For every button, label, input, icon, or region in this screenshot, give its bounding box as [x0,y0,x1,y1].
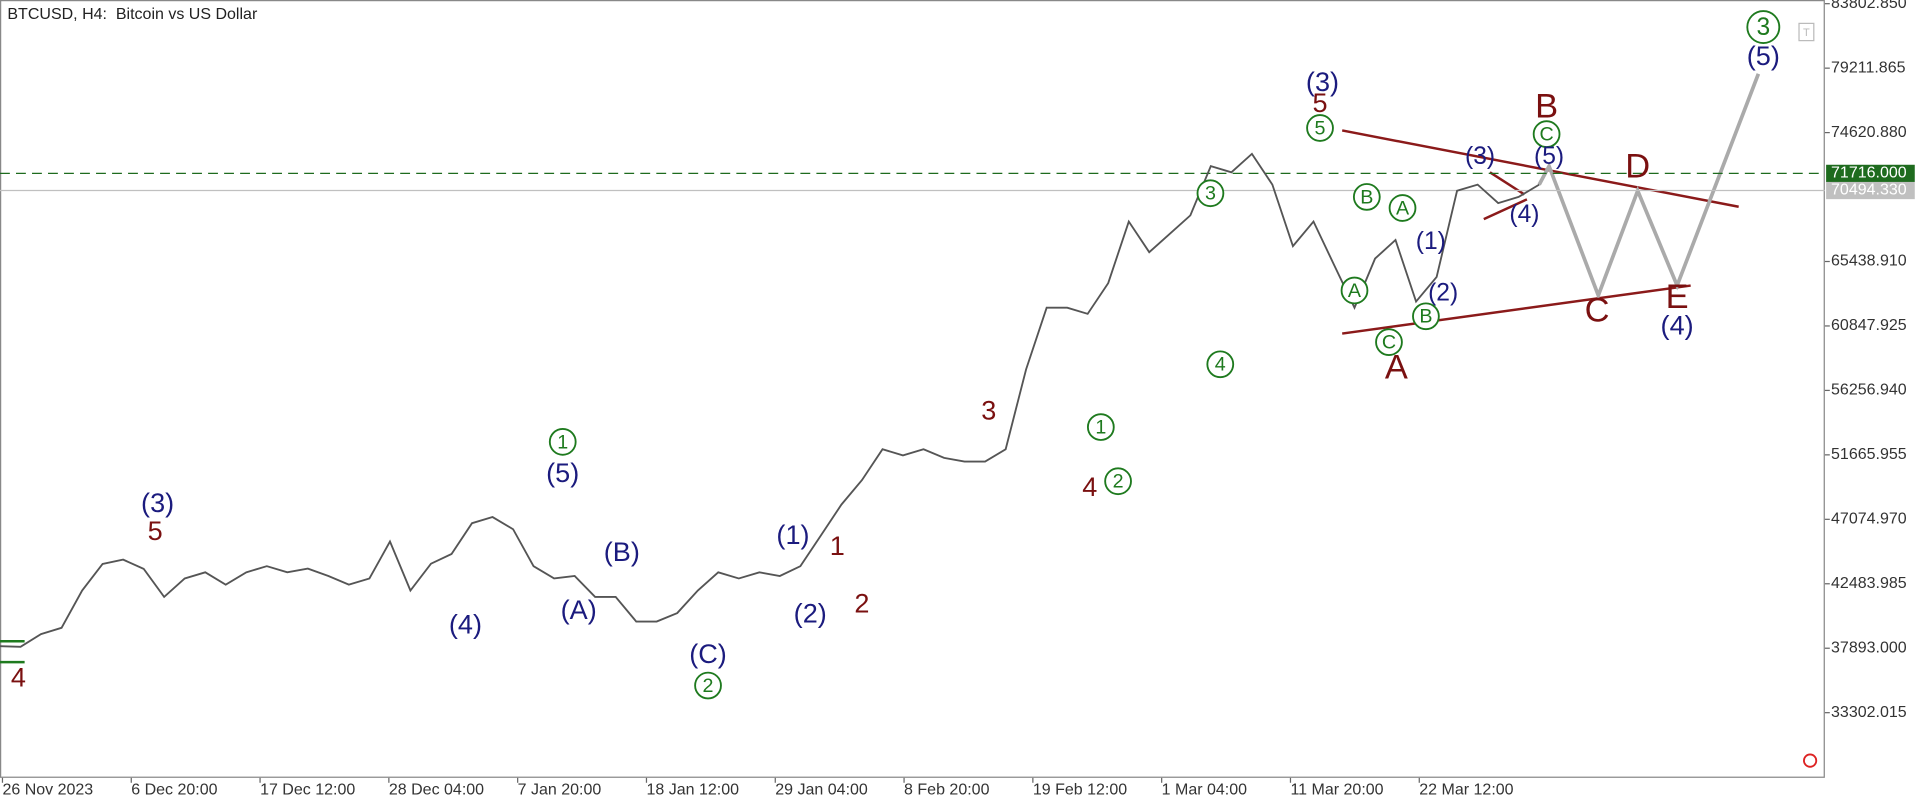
wave-label: 5 [1312,87,1327,118]
wave-label: 3 [1756,14,1770,41]
trade-icon-glyph: T [1803,27,1810,39]
wave-label: (3) [141,487,174,518]
lower-trendline [1342,284,1691,335]
wave-circle [1532,120,1561,148]
y-tick-label: 33302.015 [1831,704,1907,721]
x-tick-label: 11 Mar 20:00 [1290,781,1383,798]
wave-label: C [1539,124,1553,146]
wave-label: 2 [703,675,714,697]
alert-icon[interactable] [1803,753,1818,768]
price-label-box [1826,164,1915,182]
y-tick-label: 60847.925 [1831,317,1907,334]
y-tick-label: 56256.940 [1831,382,1907,399]
wave-label: (2) [794,598,827,629]
wave-label: (B) [604,536,640,567]
trade-icon[interactable] [1798,22,1815,42]
wave-label: (4) [1509,201,1539,228]
wave-circle [1340,276,1369,305]
wave-label: (5) [1747,40,1780,71]
price-line-series [0,152,1540,648]
wave-label: (4) [449,609,482,640]
wave-circle [1746,10,1781,44]
price-label-box [1826,181,1915,200]
wave-label: D [1625,148,1650,186]
x-tick-label: 17 Dec 12:00 [260,781,355,798]
x-tick-label: 8 Feb 20:00 [904,781,990,798]
wave-circle [1196,179,1225,208]
wave-label: B [1535,87,1558,125]
wave-label: 3 [1205,183,1216,205]
wave-label: (1) [776,519,809,550]
wave-circle [1375,328,1403,357]
wave-circle [1086,413,1115,441]
y-tick-label: 47074.970 [1831,511,1907,528]
wave-label: B [1360,186,1373,208]
wave-label: (C) [689,638,727,669]
upper-trendline [1341,129,1739,208]
wave-label: (A) [561,594,597,625]
wave-label: 1 [830,530,845,561]
wave-label: (1) [1416,228,1446,255]
wave-label: A [1348,280,1362,302]
y-tick-label: 83802.850 [1831,0,1907,12]
x-tick-label: 19 Feb 12:00 [1033,781,1127,798]
wave-circle [1388,194,1417,222]
wave-label: 4 [11,662,26,693]
wave-label: (3) [1465,143,1495,170]
chart-title: BTCUSD, H4: Bitcoin vs US Dollar [7,6,258,23]
wave-label: 5 [1315,117,1326,139]
small-trendline [1483,198,1528,221]
x-tick-label: 26 Nov 2023 [2,781,93,798]
wave-circle [694,671,722,700]
y-tick-label: 51665.955 [1831,446,1907,463]
x-tick-label: 7 Jan 20:00 [518,781,602,798]
y-tick-label: 42483.985 [1831,575,1907,592]
wave-circle [1206,350,1235,379]
wave-circle [1412,302,1440,331]
wave-label: 3 [981,394,996,425]
wave-label: (3) [1306,66,1339,97]
y-tick-label: 74620.880 [1831,124,1907,141]
wave-label: 1 [557,431,568,453]
x-tick-label: 6 Dec 20:00 [131,781,217,798]
forecast-path [1537,73,1761,301]
wave-label: (4) [1661,310,1694,341]
wave-circle [1352,183,1381,211]
plot-frame [0,0,1825,778]
wave-label: 1 [1095,417,1106,439]
wave-circle [1306,114,1334,142]
y-tick-label: 37893.000 [1831,639,1907,656]
y-tick-label: 65438.910 [1831,253,1907,270]
wave-label: 2 [1113,471,1124,493]
wave-circle [548,428,577,456]
x-tick-label: 1 Mar 04:00 [1162,781,1248,798]
y-tick-label: 79211.865 [1831,59,1906,76]
x-tick-label: 29 Jan 04:00 [775,781,868,798]
wave-label: 2 [854,588,869,619]
wave-label: E [1666,278,1689,316]
wave-circle [1104,467,1132,496]
wave-label: B [1419,306,1432,328]
price-label: 70494.330 [1831,182,1907,199]
x-tick-label: 22 Mar 12:00 [1419,781,1513,798]
wave-label: (5) [546,457,579,488]
wave-label: 4 [1215,354,1226,376]
x-tick-label: 28 Dec 04:00 [389,781,484,798]
wave-label: C [1382,332,1396,354]
wave-label: 4 [1082,471,1097,502]
wave-label: A [1396,197,1410,219]
wave-label: A [1385,348,1408,386]
price-label: 71716.000 [1831,165,1907,182]
wave-label: 5 [148,515,163,546]
wave-label: (5) [1534,143,1564,170]
wave-label: (2) [1428,280,1458,307]
wave-label: C [1585,292,1610,330]
x-tick-label: 18 Jan 12:00 [646,781,739,798]
